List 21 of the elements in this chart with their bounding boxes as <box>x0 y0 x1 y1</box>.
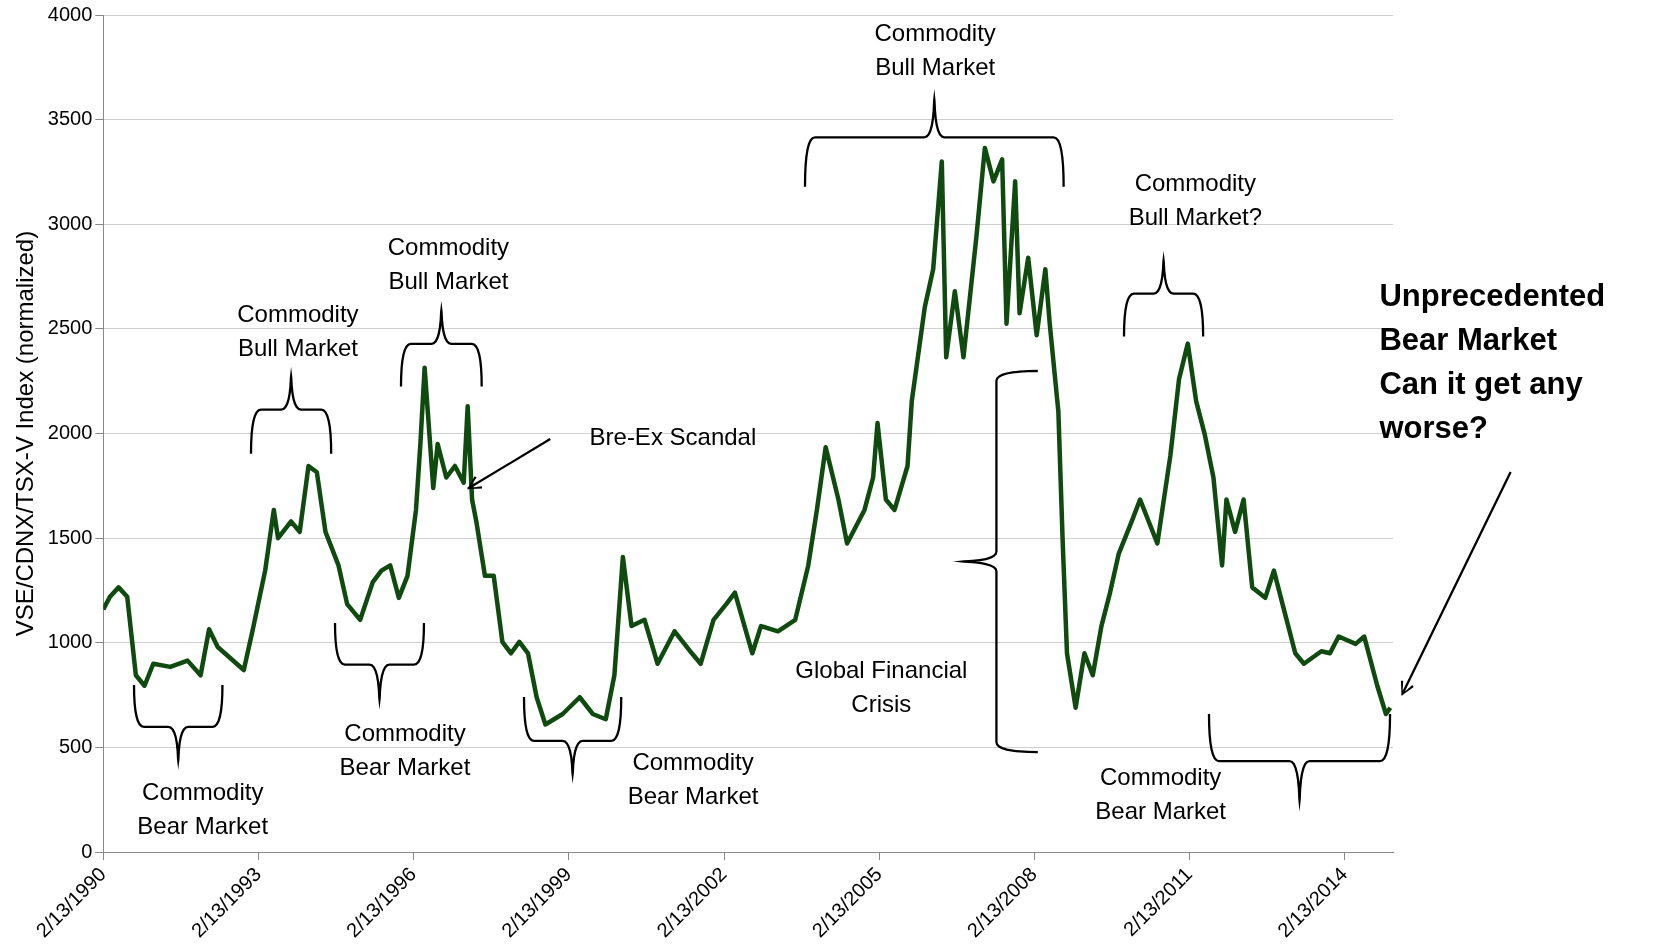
y-tick-label: 2000 <box>47 421 93 444</box>
y-tick-label: 0 <box>81 839 93 862</box>
annotation: Commodity Bear Market <box>137 777 269 839</box>
annotation: Commodity Bull Market <box>237 300 359 362</box>
y-tick-label: 2500 <box>47 316 93 339</box>
annotation: Commodity Bull Market? <box>1128 169 1263 231</box>
y-axis-title: VSE/CDNX/TSX-V Index (normalized) <box>11 230 39 637</box>
annotation: Commodity Bull Market <box>387 233 510 295</box>
y-tick-label: 1000 <box>47 630 93 653</box>
annotation: Commodity Bull Market <box>874 18 996 80</box>
y-tick-label: 4000 <box>47 2 93 25</box>
annotation: Global Financial Crisis <box>795 656 968 718</box>
annotation: Commodity Bear Market <box>627 748 759 810</box>
y-tick-label: 500 <box>58 734 93 757</box>
y-tick-label: 3500 <box>47 107 93 130</box>
y-tick-label: 1500 <box>47 525 93 548</box>
annotation: Unprecedented Bear Market Can it get any worse? <box>1378 277 1606 445</box>
annotation: Commodity Bear Market <box>1095 762 1227 824</box>
annotation: Bre-Ex Scandal <box>589 422 757 450</box>
y-tick-label: 3000 <box>47 211 93 234</box>
annotation: Commodity Bear Market <box>339 718 471 780</box>
